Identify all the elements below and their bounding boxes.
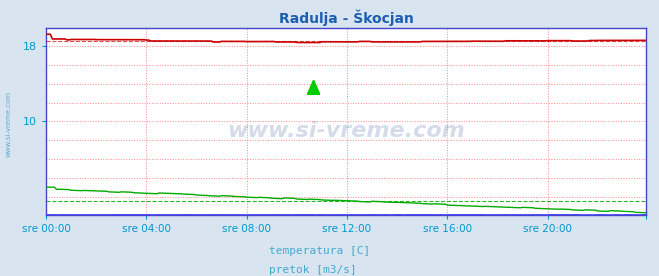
Text: pretok [m3/s]: pretok [m3/s] [269,265,357,275]
Polygon shape [307,80,320,95]
Text: temperatura [C]: temperatura [C] [269,246,370,256]
Text: www.si-vreme.com: www.si-vreme.com [5,91,12,157]
Title: Radulja - Škocjan: Radulja - Škocjan [279,10,413,26]
Text: www.si-vreme.com: www.si-vreme.com [227,121,465,141]
